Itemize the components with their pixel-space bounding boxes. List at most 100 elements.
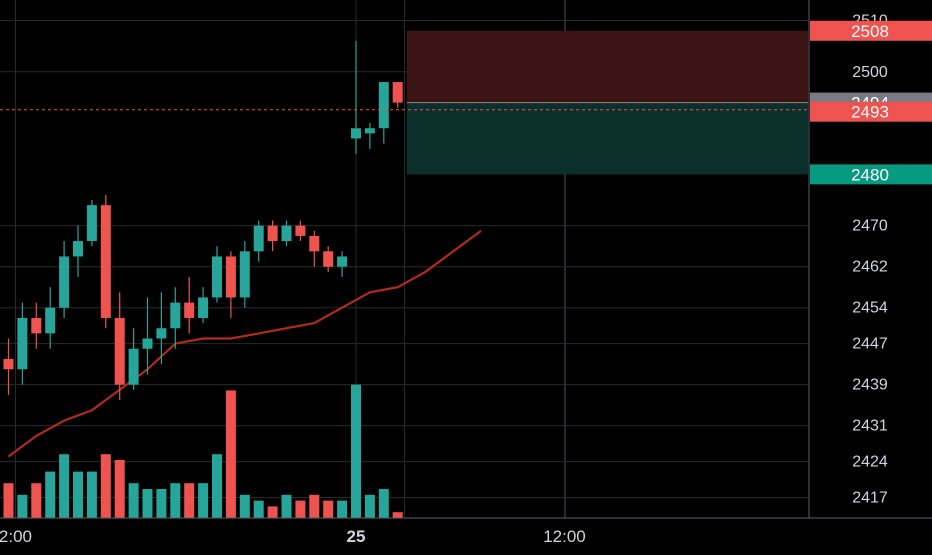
price-label-text: 2480	[851, 165, 889, 184]
volume-bar	[142, 489, 153, 518]
candle	[170, 287, 181, 349]
volume-bar	[323, 500, 334, 518]
ma-series-line	[7, 229, 482, 458]
candle	[17, 302, 28, 385]
candle	[225, 251, 236, 318]
volume-bar	[3, 483, 14, 518]
candle	[3, 338, 14, 395]
candle	[378, 82, 389, 144]
price-label-text: 2493	[851, 103, 889, 122]
volume-bar	[225, 390, 236, 518]
candle	[239, 241, 250, 308]
volume-bar	[184, 483, 195, 518]
candle-body	[3, 359, 14, 370]
price-tick-label: 2470	[852, 218, 888, 235]
candle-body	[364, 128, 375, 134]
candle-body	[351, 128, 361, 139]
candle-body	[198, 297, 209, 318]
candle	[31, 302, 42, 349]
volume-bars	[3, 384, 403, 518]
volume-bar	[17, 494, 28, 518]
candle	[253, 220, 264, 262]
candle-body	[45, 307, 56, 334]
candle-body	[281, 225, 292, 242]
stop-loss-zone[interactable]	[406, 30, 808, 103]
moving-average	[7, 229, 482, 458]
volume-bar	[392, 512, 403, 518]
candle	[59, 241, 70, 318]
price-tick-label: 2462	[852, 259, 888, 276]
candle	[142, 297, 153, 375]
candle	[309, 230, 320, 267]
candle	[198, 287, 209, 324]
candle	[212, 246, 222, 303]
candle-body	[142, 338, 153, 349]
volume-bar	[281, 494, 292, 518]
candle-body	[337, 256, 348, 267]
volume-bar	[295, 500, 306, 518]
candle	[281, 220, 292, 247]
price-tick-label: 2454	[852, 300, 888, 317]
price-tick-label: 2431	[852, 418, 888, 435]
candle-body	[225, 256, 236, 298]
candle-body	[239, 251, 250, 298]
price-label-current[interactable]: 2493	[810, 101, 932, 122]
volume-bar	[86, 471, 97, 518]
volume-bar	[128, 483, 139, 518]
candle	[156, 292, 167, 365]
price-label-stop[interactable]: 2508	[810, 20, 932, 41]
candle-body	[114, 317, 125, 385]
take-profit-zone[interactable]	[406, 102, 808, 175]
volume-bar	[351, 384, 361, 518]
candle	[184, 276, 195, 334]
candle	[337, 251, 348, 277]
volume-bar	[239, 494, 250, 518]
candle-body	[31, 317, 42, 334]
candle-body	[323, 251, 334, 267]
candle	[267, 220, 278, 252]
volume-bar	[309, 494, 320, 518]
candle-body	[128, 348, 139, 385]
candle	[392, 82, 403, 108]
volume-bar	[198, 483, 209, 518]
candle-body	[212, 256, 222, 298]
candle-body	[295, 225, 306, 236]
candle-body	[100, 205, 111, 318]
volume-bar	[73, 471, 83, 518]
volume-bar	[45, 471, 56, 518]
price-axis[interactable]: 2510250024702462245424472439243124242417…	[0, 0, 932, 519]
candle-body	[17, 317, 28, 370]
time-tick-label[interactable]: 12:00	[543, 527, 586, 546]
price-tick-label: 2447	[852, 336, 888, 353]
volume-bar	[337, 500, 348, 518]
volume-bar	[59, 454, 70, 518]
candle	[86, 200, 97, 247]
candle-body	[73, 241, 83, 257]
price-tick-label: 2500	[852, 64, 888, 81]
volume-bar	[378, 489, 389, 518]
price-tick-label: 2417	[852, 489, 888, 506]
volume-bar	[31, 483, 42, 518]
volume-bar	[170, 483, 181, 518]
volume-bar	[267, 506, 278, 518]
position-zones[interactable]	[406, 30, 808, 175]
time-tick-label[interactable]: 2:00	[0, 527, 32, 546]
candle-body	[170, 302, 181, 329]
time-tick-label[interactable]: 25	[347, 527, 366, 546]
candle	[351, 41, 361, 154]
price-label-bg	[810, 101, 932, 122]
candle	[323, 246, 334, 272]
candle	[100, 194, 111, 329]
price-label-text: 2508	[851, 22, 889, 41]
price-label-target[interactable]: 2480	[810, 164, 932, 185]
candle-body	[267, 225, 278, 242]
price-label-bg	[810, 20, 932, 41]
volume-bar	[156, 489, 167, 518]
candle	[45, 287, 56, 349]
price-tick-label: 2439	[852, 377, 888, 394]
time-axis[interactable]: 2:00 25 12:00	[0, 527, 586, 546]
candle-body	[378, 82, 389, 129]
candle	[128, 328, 139, 390]
